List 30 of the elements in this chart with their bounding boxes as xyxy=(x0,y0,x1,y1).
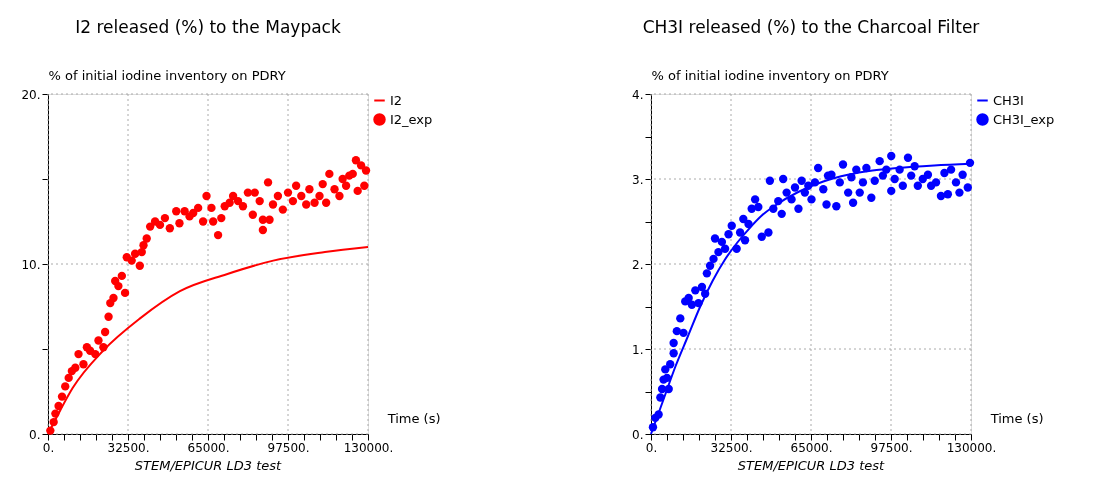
y-tick-label: 4. xyxy=(632,87,644,102)
x-axis-title: Time (s) xyxy=(989,410,1044,426)
legend-label: I2 xyxy=(390,92,403,108)
text: STEM/EPICUR LD3 test xyxy=(134,458,283,473)
y-axis-title: % of initial iodine inventory on PDRY xyxy=(651,67,889,83)
legend-label: CH3I xyxy=(993,92,1024,108)
text: STEM/EPICUR LD3 test xyxy=(737,458,886,473)
y-tick-label: 20. xyxy=(21,87,41,102)
x-axis-title: Time (s) xyxy=(386,410,441,426)
x-tick-label: 0. xyxy=(645,440,658,455)
x-tick-label: 130000. xyxy=(343,440,394,455)
legend-label: CH3I_exp xyxy=(993,111,1055,127)
legend-label: I2_exp xyxy=(390,111,433,127)
x-tick-label: 97500. xyxy=(267,440,310,455)
y-tick-label: 0. xyxy=(29,427,41,442)
y-tick-label: 2. xyxy=(632,257,644,272)
y-tick-label: 1. xyxy=(632,342,644,357)
chart-title: CH3I released (%) to the Charcoal Filter xyxy=(642,17,980,37)
x-tick-label: 97500. xyxy=(870,440,913,455)
y-axis-title: % of initial iodine inventory on PDRY xyxy=(48,67,286,83)
y-tick-label: 10. xyxy=(21,257,41,272)
x-tick-label: 65000. xyxy=(790,440,833,455)
x-tick-label: 65000. xyxy=(187,440,230,455)
y-tick-label: 3. xyxy=(632,172,644,187)
chart-title: I2 released (%) to the Maypack xyxy=(75,17,341,37)
x-tick-label: 0. xyxy=(42,440,55,455)
x-tick-label: 130000. xyxy=(946,440,997,455)
x-tick-label: 32500. xyxy=(710,440,753,455)
x-tick-label: 32500. xyxy=(107,440,150,455)
y-tick-label: 0. xyxy=(632,427,644,442)
